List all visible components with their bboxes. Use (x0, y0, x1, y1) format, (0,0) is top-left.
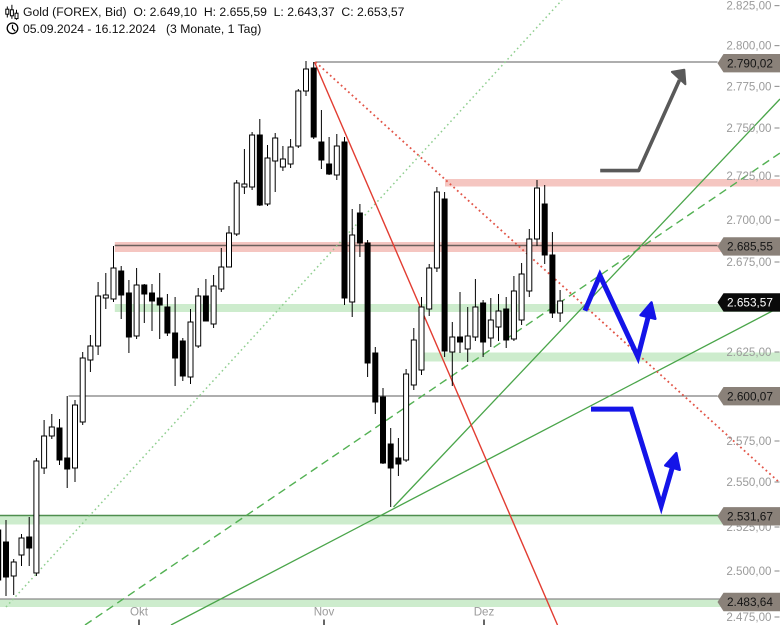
svg-text:2.775,00: 2.775,00 (726, 80, 771, 93)
svg-text:Gold (FOREX, Bid) O: 2.649,10: Gold (FOREX, Bid) O: 2.649,10 H: 2.655,5… (23, 5, 405, 19)
svg-text:2.725,00: 2.725,00 (726, 170, 771, 183)
svg-text:2.685,55: 2.685,55 (727, 240, 773, 254)
svg-text:2.790,02: 2.790,02 (727, 56, 773, 70)
svg-text:2.483,64: 2.483,64 (727, 595, 773, 609)
svg-text:2.675,00: 2.675,00 (726, 256, 771, 269)
svg-text:05.09.2024 - 16.12.2024 (3 M: 05.09.2024 - 16.12.2024 (3 Monate, 1 Tag… (23, 22, 261, 36)
svg-text:2.825,00: 2.825,00 (726, 0, 771, 13)
svg-text:Okt: Okt (130, 606, 149, 619)
svg-text:2.700,00: 2.700,00 (726, 214, 771, 227)
svg-text:2.800,00: 2.800,00 (726, 40, 771, 53)
svg-text:2.653,57: 2.653,57 (727, 296, 773, 310)
svg-text:2.575,00: 2.575,00 (726, 435, 771, 448)
svg-text:2.600,07: 2.600,07 (727, 389, 773, 403)
svg-text:2.750,00: 2.750,00 (726, 122, 771, 135)
svg-text:2.625,00: 2.625,00 (726, 346, 771, 359)
svg-text:Nov: Nov (314, 606, 335, 619)
svg-text:Dez: Dez (474, 606, 495, 619)
svg-text:2.475,00: 2.475,00 (726, 611, 771, 624)
svg-text:2.500,00: 2.500,00 (726, 565, 771, 578)
svg-text:2.550,00: 2.550,00 (726, 476, 771, 489)
svg-text:2.531,67: 2.531,67 (727, 510, 773, 524)
